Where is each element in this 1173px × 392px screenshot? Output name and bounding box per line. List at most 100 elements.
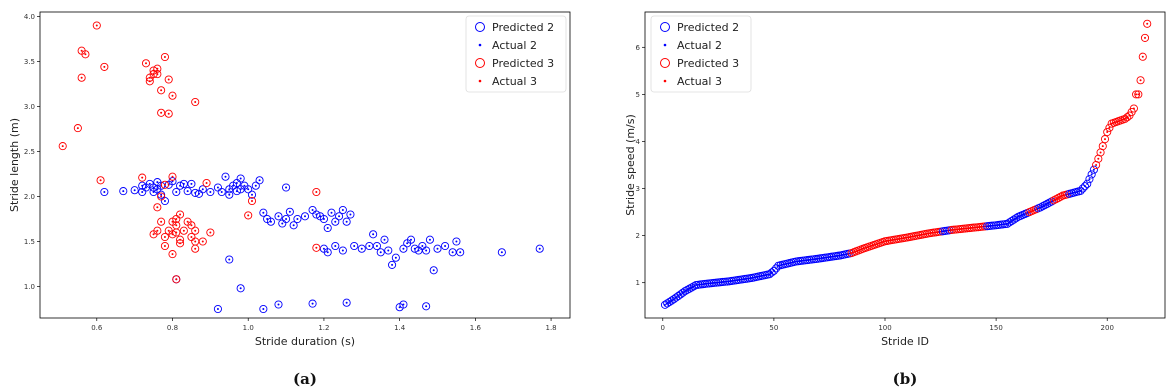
actual-class-3-marker xyxy=(1146,22,1149,25)
actual-class-3-marker xyxy=(156,229,159,232)
predicted-class-3-marker xyxy=(1140,33,1150,42)
predicted-class-2-marker xyxy=(399,244,408,253)
actual-class-2-marker xyxy=(239,287,242,290)
predicted-class-3-marker xyxy=(1052,195,1061,204)
actual-class-3-marker xyxy=(1137,93,1140,96)
actual-class-3-marker xyxy=(315,246,318,249)
actual-class-3-marker xyxy=(171,94,174,97)
x-tick-label: 150 xyxy=(989,324,1002,332)
actual-class-2-marker xyxy=(156,181,159,184)
predicted-class-2-marker xyxy=(206,187,215,197)
actual-class-2-marker xyxy=(349,213,352,216)
actual-class-3-marker xyxy=(163,245,166,247)
predicted-class-3-marker xyxy=(157,192,166,201)
predicted-class-2-marker xyxy=(130,186,139,195)
actual-class-3-marker xyxy=(247,214,250,217)
actual-class-2-marker xyxy=(688,287,691,290)
actual-class-2-marker xyxy=(1046,202,1049,205)
actual-class-2-marker xyxy=(500,251,503,254)
actual-class-3-marker xyxy=(1106,131,1109,134)
actual-class-2-marker xyxy=(1026,212,1029,215)
actual-class-2-marker xyxy=(1077,190,1080,193)
actual-class-3-marker xyxy=(194,229,197,232)
predicted-class-3-marker xyxy=(206,228,215,237)
predicted-class-3-marker xyxy=(160,52,169,62)
predicted-class-2-marker xyxy=(687,283,696,292)
actual-class-2-marker xyxy=(1004,223,1006,226)
predicted-class-2-marker xyxy=(1045,198,1054,207)
predicted-class-3-marker xyxy=(73,124,82,133)
ylabel-a: Stride length (m) xyxy=(8,118,21,212)
actual-class-3-marker xyxy=(1059,195,1062,198)
actual-class-3-marker xyxy=(209,231,212,234)
predicted-class-2-marker xyxy=(1043,199,1052,208)
actual-class-3-marker xyxy=(141,176,144,179)
predicted-class-3-marker xyxy=(1143,19,1152,28)
actual-class-2-marker xyxy=(311,302,314,305)
predicted-class-2-marker xyxy=(346,210,355,219)
actual-class-3-marker xyxy=(1141,55,1144,58)
predicted-class-2-marker xyxy=(388,260,397,269)
actual-class-2-marker xyxy=(292,224,295,227)
actual-class-2-marker xyxy=(190,182,193,185)
predicted-class-2-marker xyxy=(376,248,385,257)
predicted-class-2-marker xyxy=(259,208,268,217)
predicted-class-3-marker xyxy=(168,91,177,100)
ticks-a: 0.6 0.8 1.0 1.2 1.4 1.6 1.8 1.0 1.5 2.0 2.5 3.0 3.5 4… xyxy=(24,13,557,332)
actual-class-2-marker xyxy=(216,308,219,310)
legend-label-predicted-2-b: Predicted 2 xyxy=(677,21,739,34)
x-tick-label: 0 xyxy=(661,324,665,332)
actual-class-3-marker xyxy=(1119,119,1122,122)
legend-label-predicted-3-a: Predicted 3 xyxy=(492,57,554,70)
actual-class-3-marker xyxy=(80,76,83,79)
ylabel-b: Stride speed (m/s) xyxy=(624,114,637,216)
actual-class-2-marker xyxy=(122,190,125,193)
predicted-class-2-marker xyxy=(535,244,544,253)
predicted-class-2-marker xyxy=(350,241,359,251)
predicted-class-2-marker xyxy=(1078,184,1087,193)
legend-label-actual-2-b: Actual 2 xyxy=(677,39,722,52)
actual-class-2-marker xyxy=(262,308,265,310)
actual-class-2-marker xyxy=(288,210,291,213)
predicted-class-2-marker xyxy=(441,241,450,251)
predicted-class-2-marker xyxy=(660,300,670,309)
y-tick-label: 1.5 xyxy=(24,238,35,246)
actual-class-2-marker xyxy=(133,189,136,192)
actual-class-2-marker xyxy=(103,191,106,193)
predicted-class-2-marker xyxy=(665,297,674,307)
actual-class-3-marker xyxy=(1095,164,1098,166)
caption-b: (b) xyxy=(893,370,918,388)
actual-class-2-marker xyxy=(277,303,280,306)
actual-class-2-marker xyxy=(262,211,265,214)
actual-class-2-marker xyxy=(228,188,231,191)
predicted-class-3-marker xyxy=(1100,135,1110,144)
legend-symbol-actual-3-b xyxy=(663,79,667,83)
predicted-class-3-marker xyxy=(191,244,200,253)
actual-class-2-marker xyxy=(375,245,378,247)
actual-class-3-marker xyxy=(877,242,880,245)
x-tick-label: 1.0 xyxy=(243,324,254,332)
predicted-class-2-marker xyxy=(259,304,268,314)
actual-class-2-marker xyxy=(281,222,284,225)
y-tick-label: 5 xyxy=(636,91,640,99)
actual-class-3-marker xyxy=(171,253,174,256)
predicted-class-2-marker xyxy=(342,298,351,307)
actual-class-3-marker xyxy=(201,240,204,243)
actual-class-2-marker xyxy=(387,249,390,252)
predicted-class-2-marker xyxy=(251,181,260,190)
actual-class-3-marker xyxy=(167,229,170,232)
actual-class-2-marker xyxy=(1090,173,1093,176)
actual-class-3-marker xyxy=(1099,151,1102,154)
predicted-class-2-marker xyxy=(680,287,690,296)
actual-class-2-marker xyxy=(175,191,178,193)
actual-class-2-marker xyxy=(334,220,337,223)
predicted-class-2-marker xyxy=(369,230,378,239)
x-tick-label: 50 xyxy=(769,324,778,332)
predicted-class-2-marker xyxy=(429,266,438,275)
predicted-class-2-marker xyxy=(406,235,416,244)
predicted-class-2-marker xyxy=(289,221,298,230)
actual-class-3-marker xyxy=(1055,198,1058,201)
actual-class-2-marker xyxy=(766,273,769,276)
predicted-class-2-marker xyxy=(683,285,692,294)
predicted-class-2-marker xyxy=(1083,179,1092,188)
